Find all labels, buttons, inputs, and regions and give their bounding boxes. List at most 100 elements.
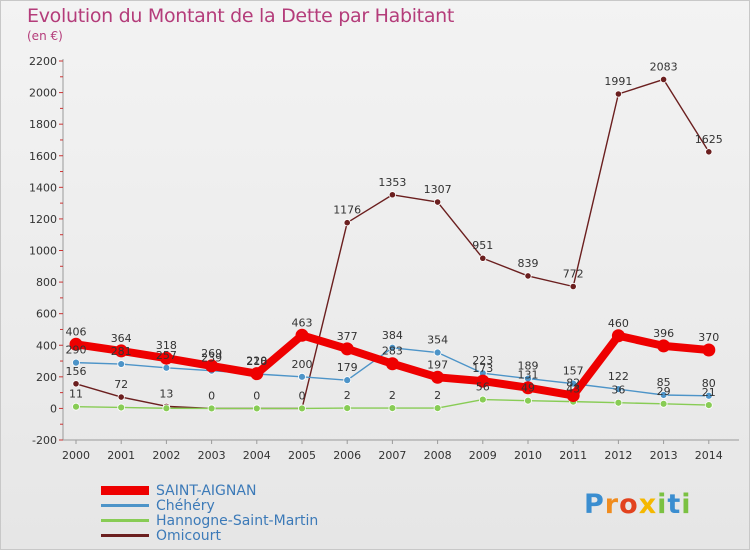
data-label-omicourt: 772 <box>563 268 584 281</box>
data-point-saint-aignan <box>69 337 83 351</box>
data-label-saint-aignan: 460 <box>608 317 629 330</box>
data-point-saint-aignan <box>566 388 580 402</box>
data-label-ch-h-ry: 157 <box>563 365 584 378</box>
x-tick-label: 2004 <box>243 449 271 462</box>
data-point-hannogne-saint-martin <box>252 404 261 413</box>
x-tick-label: 2013 <box>650 449 678 462</box>
data-label-ch-h-ry: 257 <box>156 349 177 362</box>
data-label-saint-aignan: 173 <box>472 362 493 375</box>
data-point-omicourt <box>388 191 396 199</box>
data-point-ch-h-ry <box>117 360 126 368</box>
data-point-ch-h-ry <box>343 376 352 385</box>
data-point-saint-aignan <box>250 367 264 381</box>
y-tick-label: -200 <box>32 434 57 447</box>
data-label-hannogne-saint-martin: 29 <box>657 385 671 398</box>
y-tick-label: 1000 <box>29 245 57 258</box>
y-tick-label: 1800 <box>29 118 57 131</box>
data-label-omicourt: 156 <box>66 365 87 378</box>
x-tick-label: 2000 <box>62 449 90 462</box>
y-tick-label: 1600 <box>29 150 57 163</box>
x-tick-label: 2010 <box>514 449 542 462</box>
data-label-saint-aignan: 197 <box>427 358 448 371</box>
data-point-omicourt <box>524 272 532 280</box>
data-label-saint-aignan: 283 <box>382 345 403 358</box>
data-label-hannogne-saint-martin: 21 <box>702 386 716 399</box>
data-point-hannogne-saint-martin <box>343 404 352 413</box>
data-point-hannogne-saint-martin <box>524 396 532 405</box>
legend-swatch <box>101 534 149 537</box>
data-label-omicourt: 0 <box>299 389 306 402</box>
y-tick-label: 0 <box>50 402 57 415</box>
data-point-ch-h-ry <box>569 379 578 388</box>
data-label-saint-aignan: 220 <box>246 355 267 368</box>
data-point-hannogne-saint-martin <box>162 404 171 413</box>
data-label-hannogne-saint-martin: 56 <box>476 381 490 394</box>
x-tick-label: 2006 <box>333 449 361 462</box>
data-label-ch-h-ry: 122 <box>608 370 629 383</box>
legend-swatch <box>101 504 149 507</box>
data-label-omicourt: 1176 <box>333 204 361 217</box>
y-tick-label: 2200 <box>29 55 57 68</box>
data-point-ch-h-ry <box>659 391 668 399</box>
data-point-ch-h-ry <box>614 385 623 394</box>
data-point-saint-aignan <box>611 329 625 343</box>
chart-subtitle: (en €) <box>27 29 63 43</box>
data-label-omicourt: 0 <box>208 389 215 402</box>
data-point-omicourt <box>705 148 713 156</box>
data-label-omicourt: 1353 <box>378 176 406 189</box>
data-label-ch-h-ry: 290 <box>66 344 87 357</box>
data-point-omicourt <box>479 254 487 262</box>
data-label-ch-h-ry: 179 <box>337 361 358 374</box>
legend-label: Omicourt <box>156 528 221 544</box>
data-point-saint-aignan <box>295 328 309 342</box>
data-point-ch-h-ry <box>162 363 171 372</box>
data-label-saint-aignan: 364 <box>111 332 132 345</box>
legend-label: SAINT-AIGNAN <box>156 483 257 499</box>
data-point-saint-aignan <box>657 339 671 353</box>
data-label-ch-h-ry: 354 <box>427 334 448 347</box>
data-label-saint-aignan: 406 <box>66 325 87 338</box>
x-tick-label: 2012 <box>604 449 632 462</box>
data-point-saint-aignan <box>340 342 354 356</box>
y-tick-label: 200 <box>36 371 57 384</box>
data-label-hannogne-saint-martin: 43 <box>566 383 580 396</box>
data-point-hannogne-saint-martin <box>388 404 397 413</box>
data-label-hannogne-saint-martin: 11 <box>69 388 83 401</box>
data-point-hannogne-saint-martin <box>117 403 126 412</box>
data-point-saint-aignan <box>114 344 128 358</box>
data-label-ch-h-ry: 85 <box>657 376 671 389</box>
chart-title: Evolution du Montant de la Dette par Hab… <box>27 5 455 27</box>
data-point-hannogne-saint-martin <box>298 404 306 413</box>
data-label-omicourt: 72 <box>114 378 128 391</box>
data-point-omicourt <box>343 219 351 227</box>
y-tick-label: 1400 <box>29 181 57 194</box>
data-point-omicourt <box>569 282 577 291</box>
data-label-omicourt: 13 <box>159 387 173 400</box>
data-label-saint-aignan: 463 <box>292 316 313 329</box>
data-label-saint-aignan: 377 <box>337 330 358 343</box>
x-tick-label: 2005 <box>288 449 316 462</box>
data-label-omicourt: 1307 <box>424 183 452 196</box>
x-tick-label: 2009 <box>469 449 497 462</box>
data-label-ch-h-ry: 218 <box>246 355 267 368</box>
data-label-saint-aignan: 269 <box>201 347 222 360</box>
y-tick-label: 2000 <box>29 87 57 100</box>
x-tick-label: 2014 <box>695 449 723 462</box>
data-point-hannogne-saint-martin <box>207 404 216 413</box>
data-point-ch-h-ry <box>704 391 713 400</box>
data-point-saint-aignan <box>159 351 173 365</box>
data-point-omicourt <box>117 393 125 401</box>
data-point-omicourt <box>72 380 80 388</box>
data-label-omicourt: 839 <box>518 257 539 270</box>
x-tick-label: 2002 <box>152 449 180 462</box>
data-label-omicourt: 1625 <box>695 133 723 146</box>
x-tick-label: 2001 <box>107 449 135 462</box>
data-label-hannogne-saint-martin: 2 <box>344 389 351 402</box>
data-point-hannogne-saint-martin <box>659 399 668 408</box>
legend-label: Chéhéry <box>156 498 215 514</box>
data-point-hannogne-saint-martin <box>478 395 487 404</box>
data-point-omicourt <box>614 90 623 98</box>
data-point-saint-aignan <box>521 381 535 395</box>
data-label-hannogne-saint-martin: 2 <box>434 389 441 402</box>
